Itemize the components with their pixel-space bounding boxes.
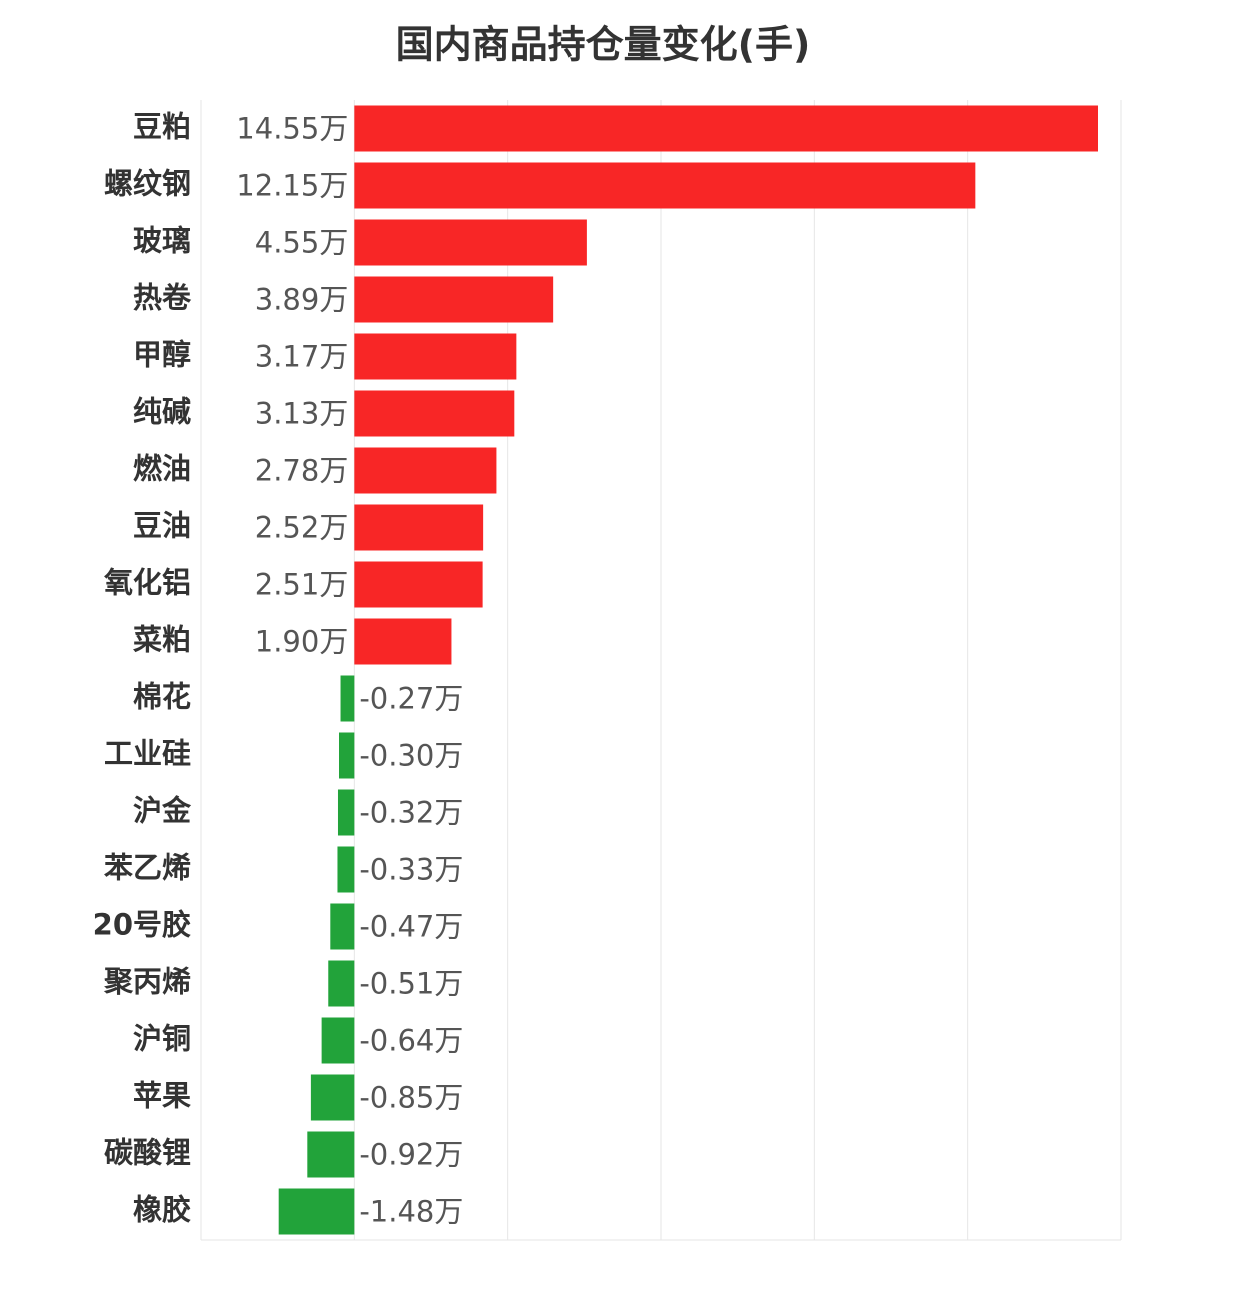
value-label: -0.33万 <box>359 853 463 887</box>
bar <box>330 903 355 950</box>
bar <box>354 219 587 266</box>
value-label: 4.55万 <box>255 226 349 260</box>
bar <box>354 390 515 437</box>
category-label: 20号胶 <box>93 908 191 942</box>
category-label: 工业硅 <box>104 737 191 771</box>
value-label: -0.64万 <box>359 1024 463 1058</box>
bar <box>278 1188 355 1235</box>
category-label: 苯乙烯 <box>104 851 191 885</box>
value-label: -0.27万 <box>359 682 463 716</box>
bar <box>337 846 355 893</box>
bar <box>354 333 517 380</box>
bar <box>354 162 976 209</box>
category-label: 玻璃 <box>133 224 191 258</box>
value-label: 2.51万 <box>255 568 349 602</box>
value-label: 14.55万 <box>236 112 348 146</box>
bar <box>337 789 355 836</box>
category-label: 棉花 <box>133 680 191 714</box>
value-label: 3.89万 <box>255 283 349 317</box>
bar <box>354 618 452 665</box>
category-label: 苹果 <box>133 1079 191 1113</box>
chart-title: 国内商品持仓量变化(手) <box>396 23 811 67</box>
bar <box>339 732 355 779</box>
value-label: 3.13万 <box>255 397 349 431</box>
category-label: 氧化铝 <box>103 566 191 600</box>
value-label: -0.51万 <box>359 967 463 1001</box>
category-label: 菜粕 <box>133 623 191 657</box>
value-label: -0.47万 <box>359 910 463 944</box>
value-label: -0.92万 <box>359 1138 463 1172</box>
value-label: 1.90万 <box>255 625 349 659</box>
value-label: -0.85万 <box>359 1081 463 1115</box>
bar <box>321 1017 355 1064</box>
value-label: -0.32万 <box>359 796 463 830</box>
category-label: 橡胶 <box>133 1193 191 1227</box>
bar <box>354 504 484 551</box>
category-label: 沪铜 <box>133 1022 191 1056</box>
category-label: 碳酸锂 <box>104 1136 191 1170</box>
value-label: 12.15万 <box>236 169 348 203</box>
value-label: 3.17万 <box>255 340 349 374</box>
bar <box>340 675 355 722</box>
category-label: 豆油 <box>133 509 191 543</box>
category-label: 螺纹钢 <box>104 167 191 201</box>
category-label: 燃油 <box>133 452 191 486</box>
bar <box>307 1131 355 1178</box>
category-label: 纯碱 <box>133 395 191 429</box>
category-label: 热卷 <box>133 281 192 315</box>
category-label: 沪金 <box>133 794 192 828</box>
bar <box>354 105 1098 152</box>
category-label: 豆粕 <box>133 110 191 144</box>
bar <box>310 1074 355 1121</box>
bar <box>328 960 355 1007</box>
category-label: 聚丙烯 <box>103 965 191 999</box>
bar <box>354 276 554 323</box>
bar <box>354 561 483 608</box>
category-label: 甲醇 <box>133 338 191 372</box>
value-label: -0.30万 <box>359 739 463 773</box>
bar <box>354 447 497 494</box>
value-label: 2.78万 <box>255 454 349 488</box>
value-label: 2.52万 <box>255 511 349 545</box>
value-label: -1.48万 <box>359 1195 463 1229</box>
